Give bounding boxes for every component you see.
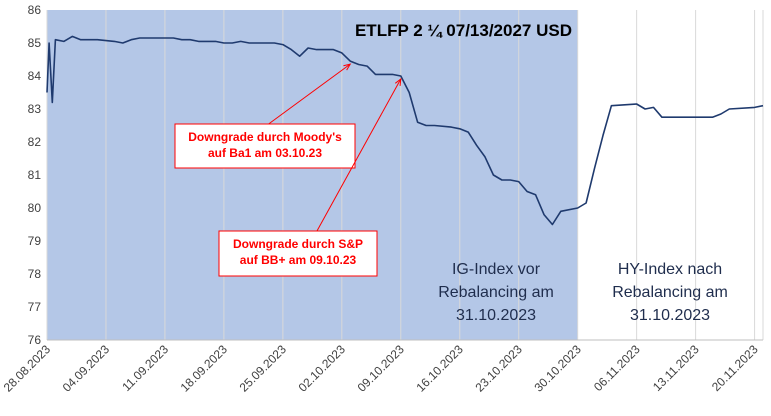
y-tick-label: 86: [28, 3, 42, 17]
x-tick-label: 16.10.2023: [414, 342, 467, 395]
y-tick-label: 82: [28, 135, 42, 149]
x-tick-label: 09.10.2023: [355, 342, 408, 395]
x-tick-label: 23.10.2023: [472, 342, 525, 395]
x-tick-label: 18.09.2023: [178, 342, 231, 395]
annotation-box: [174, 123, 356, 169]
annotation-text: auf BB+ am 09.10.23: [240, 253, 357, 267]
y-tick-label: 77: [28, 300, 42, 314]
y-tick-label: 80: [28, 201, 42, 215]
y-axis: 76 77 78 79 80 81 82 83 84 85 86: [28, 3, 42, 347]
annotation-box: [218, 230, 378, 277]
annotation-arrow: [316, 78, 402, 232]
y-tick-label: 79: [28, 234, 42, 248]
region-label-text: Rebalancing am: [438, 284, 554, 301]
y-tick-label: 81: [28, 168, 42, 182]
y-tick-label: 85: [28, 36, 42, 50]
annotation-text: Downgrade durch S&P: [233, 237, 363, 251]
chart-title: ETLFP 2 ¼ 07/13/2027 USD: [355, 21, 572, 40]
x-tick-label: 20.11.2023: [709, 342, 761, 394]
x-tick-label: 06.11.2023: [591, 342, 643, 394]
x-tick-label: 13.11.2023: [650, 342, 702, 394]
annotations: Downgrade durch Moody's auf Ba1 am 03.10.…: [174, 63, 402, 277]
y-tick-label: 76: [28, 333, 42, 347]
price-line: [46, 35, 764, 226]
y-tick-label: 78: [28, 267, 42, 281]
x-tick-label: 11.09.2023: [119, 342, 171, 394]
region-label-text: 31.10.2023: [456, 307, 536, 324]
region-label-text: IG-Index vor: [452, 261, 541, 278]
region-label-text: 31.10.2023: [630, 307, 710, 324]
x-tick-label: 25.09.2023: [237, 342, 290, 395]
x-tick-label: 04.09.2023: [60, 342, 113, 395]
x-tick-label: 30.10.2023: [531, 342, 584, 395]
annotation-arrow: [268, 63, 351, 125]
x-tick-label: 28.08.2023: [1, 342, 54, 395]
x-tick-label: 02.10.2023: [296, 342, 349, 395]
annotation-arrowhead: [343, 63, 352, 71]
annotation: Downgrade durch S&P auf BB+ am 09.10.23: [218, 77, 402, 277]
region-label-text: HY-Index nach: [618, 261, 722, 278]
annotation-text: auf Ba1 am 03.10.23: [208, 146, 322, 160]
region-label-text: Rebalancing am: [612, 284, 728, 301]
x-axis: 28.08.2023 04.09.2023 11.09.2023 18.09.2023…: [1, 342, 761, 395]
y-tick-label: 83: [28, 102, 42, 116]
annotation-text: Downgrade durch Moody's: [188, 130, 342, 144]
y-tick-label: 84: [28, 69, 42, 83]
annotation: Downgrade durch Moody's auf Ba1 am 03.10.…: [174, 63, 356, 169]
shaded-ig-region: [47, 10, 578, 340]
region-labels: IG-Index vor Rebalancing am 31.10.2023 HY-I…: [438, 261, 728, 324]
vertical-gridlines: [46, 10, 764, 340]
annotation-arrowhead: [394, 77, 402, 87]
